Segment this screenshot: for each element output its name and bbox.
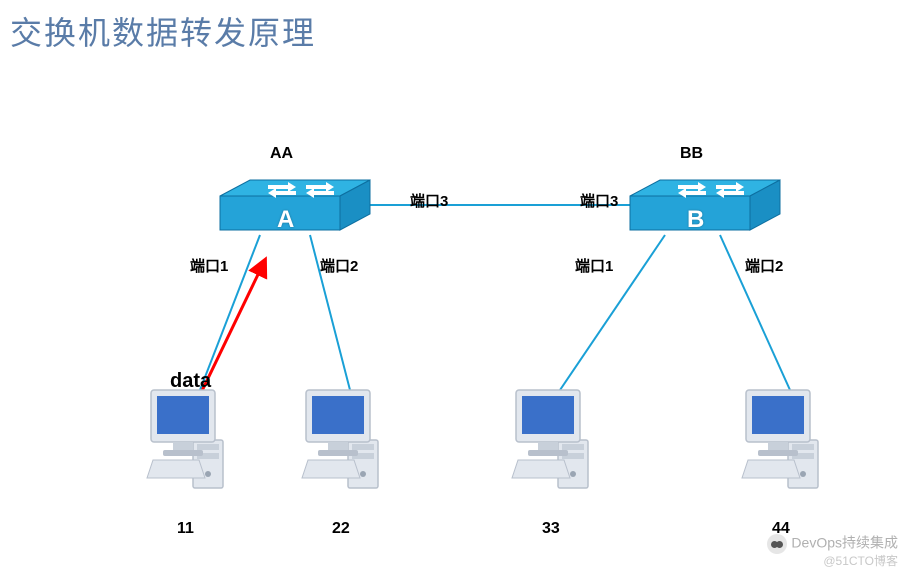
data-label: data xyxy=(170,370,211,393)
pc-pc1 xyxy=(147,390,223,488)
switch-B xyxy=(630,180,780,230)
pcs-layer xyxy=(147,390,818,488)
pc-label-pc1: 11 xyxy=(177,520,194,538)
pc-label-pc2: 22 xyxy=(332,520,350,538)
port-label-A-1: 端口2 xyxy=(320,255,358,276)
switch-label-A: AA xyxy=(270,145,293,163)
port-label-A-2: 端口3 xyxy=(410,190,448,211)
pc-pc4 xyxy=(742,390,818,488)
pc-pc3 xyxy=(512,390,588,488)
switch-letter-A: A xyxy=(277,206,294,234)
switch-letter-B: B xyxy=(687,206,704,234)
port-label-B-0: 端口1 xyxy=(575,255,613,276)
watermark-line1: DevOps持续集成 xyxy=(791,534,898,550)
watermark: DevOps持续集成 @51CTO博客 xyxy=(767,534,898,568)
diagram-stage xyxy=(0,0,916,572)
wechat-icon xyxy=(767,534,787,554)
port-label-A-0: 端口1 xyxy=(190,255,228,276)
switch-label-B: BB xyxy=(680,145,703,163)
pc-label-pc3: 33 xyxy=(542,520,560,538)
watermark-line2: @51CTO博客 xyxy=(767,554,898,568)
pc-pc2 xyxy=(302,390,378,488)
port-label-B-1: 端口2 xyxy=(745,255,783,276)
switch-A xyxy=(220,180,370,230)
port-label-B-2: 端口3 xyxy=(580,190,618,211)
